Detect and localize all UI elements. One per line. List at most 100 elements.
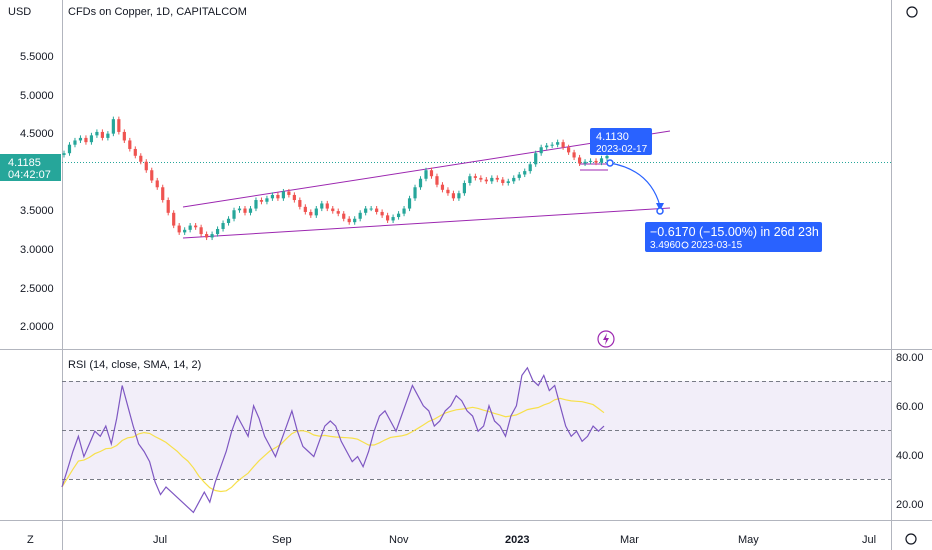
lightning-icon[interactable]	[597, 330, 615, 348]
candle[interactable]	[166, 200, 170, 213]
candle[interactable]	[73, 140, 77, 145]
candle[interactable]	[479, 177, 483, 180]
candle[interactable]	[473, 176, 477, 178]
candle[interactable]	[413, 187, 417, 199]
candle[interactable]	[391, 217, 395, 221]
candle[interactable]	[259, 200, 264, 202]
candle[interactable]	[336, 211, 340, 214]
candle[interactable]	[221, 223, 225, 229]
candle[interactable]	[506, 181, 510, 184]
candle[interactable]	[364, 208, 368, 213]
candle[interactable]	[386, 215, 390, 221]
candle[interactable]	[375, 208, 379, 212]
rsi-line[interactable]	[61, 366, 605, 514]
measure-start-label[interactable]: 4.1130 2023-02-17	[590, 128, 652, 155]
candle[interactable]	[281, 191, 285, 199]
candle[interactable]	[468, 176, 472, 184]
candle[interactable]	[237, 208, 242, 211]
candle[interactable]	[194, 225, 198, 228]
candle[interactable]	[512, 177, 516, 182]
candle[interactable]	[210, 234, 214, 238]
candle[interactable]	[205, 234, 209, 238]
candle[interactable]	[347, 218, 351, 223]
candle[interactable]	[325, 203, 329, 209]
candle[interactable]	[226, 218, 231, 224]
projection-end-handle[interactable]	[656, 207, 664, 215]
candle[interactable]	[117, 119, 121, 132]
candle[interactable]	[517, 174, 521, 178]
candle[interactable]	[62, 153, 66, 155]
candle[interactable]	[369, 208, 373, 210]
candle[interactable]	[215, 228, 220, 235]
candle[interactable]	[265, 198, 269, 202]
candle[interactable]	[314, 208, 318, 216]
candle[interactable]	[199, 227, 203, 235]
candle[interactable]	[435, 176, 439, 185]
candle[interactable]	[320, 203, 324, 209]
candle[interactable]	[402, 208, 406, 214]
candle[interactable]	[342, 213, 346, 219]
candle[interactable]	[270, 194, 275, 199]
candle[interactable]	[534, 153, 538, 165]
candle[interactable]	[599, 158, 604, 163]
candle[interactable]	[539, 147, 543, 154]
candle[interactable]	[440, 184, 445, 190]
candle[interactable]	[583, 161, 587, 164]
candle[interactable]	[424, 170, 428, 179]
candle[interactable]	[556, 142, 560, 145]
candle[interactable]	[501, 179, 505, 184]
candle[interactable]	[495, 177, 499, 180]
candle[interactable]	[161, 187, 165, 201]
price-axis[interactable]: 5.5000 5.0000 4.5000 3.5000 3.0000 2.500…	[20, 51, 54, 333]
candle[interactable]	[133, 148, 137, 156]
candle[interactable]	[429, 170, 434, 177]
candle[interactable]	[100, 131, 104, 138]
candle[interactable]	[484, 179, 488, 182]
candles[interactable]	[62, 116, 609, 241]
candle[interactable]	[523, 171, 527, 175]
candle[interactable]	[122, 131, 126, 141]
candle[interactable]	[572, 152, 576, 158]
candle[interactable]	[78, 137, 83, 141]
candle[interactable]	[446, 189, 450, 194]
candle[interactable]	[331, 208, 335, 212]
measure-result-label[interactable]: −0.6170 (−15.00%) in 26d 23h 3.4960 2023…	[645, 222, 822, 252]
candle[interactable]	[490, 177, 494, 182]
candle[interactable]	[150, 170, 154, 181]
candle[interactable]	[292, 194, 296, 201]
candle[interactable]	[177, 225, 181, 233]
candle[interactable]	[577, 157, 582, 164]
candle[interactable]	[95, 131, 99, 136]
candle[interactable]	[561, 142, 565, 148]
candle[interactable]	[605, 155, 609, 159]
candle[interactable]	[139, 155, 143, 162]
candle[interactable]	[418, 178, 423, 188]
candle[interactable]	[254, 200, 258, 209]
candle[interactable]	[528, 164, 532, 172]
channel-lower-line[interactable]	[182, 207, 671, 239]
candle[interactable]	[84, 137, 88, 143]
candle[interactable]	[155, 180, 159, 188]
candle[interactable]	[128, 140, 132, 149]
candle[interactable]	[567, 147, 571, 153]
candle[interactable]	[353, 218, 357, 223]
candle[interactable]	[188, 225, 192, 230]
candle[interactable]	[89, 135, 94, 143]
candle[interactable]	[303, 206, 307, 212]
candle[interactable]	[298, 200, 302, 207]
candle[interactable]	[144, 161, 148, 171]
candle[interactable]	[287, 191, 291, 195]
candle[interactable]	[243, 208, 247, 213]
zoom-button[interactable]: Z	[27, 534, 34, 546]
candle[interactable]	[380, 211, 384, 216]
candle[interactable]	[588, 160, 593, 162]
candle[interactable]	[462, 183, 466, 194]
candle[interactable]	[232, 210, 236, 219]
candle[interactable]	[407, 198, 412, 209]
candle[interactable]	[172, 212, 176, 226]
projection-start-handle[interactable]	[606, 159, 614, 167]
candle[interactable]	[594, 160, 598, 163]
time-axis[interactable]: Jul Sep Nov 2023 Mar May Jul	[153, 534, 876, 546]
candle[interactable]	[106, 133, 110, 138]
